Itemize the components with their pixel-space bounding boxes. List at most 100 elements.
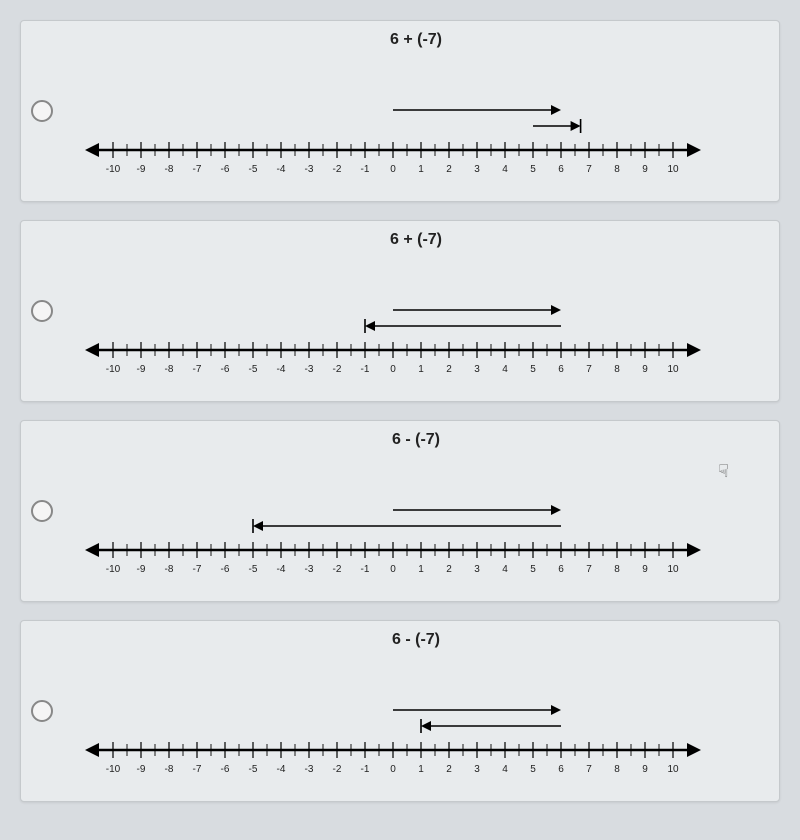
svg-text:6: 6 [558,764,564,775]
svg-text:-7: -7 [193,364,202,375]
number-line-svg-wrap: -10-9-8-7-6-5-4-3-2-1012345678910 [73,455,759,585]
radio-button[interactable] [31,300,53,322]
svg-text:-6: -6 [221,564,230,575]
svg-text:-4: -4 [277,164,286,175]
svg-text:-3: -3 [305,564,314,575]
svg-text:-7: -7 [193,764,202,775]
svg-text:-1: -1 [361,364,370,375]
option-card[interactable]: 6 - (-7) -10-9-8-7-6-5-4-3-2-10123456789… [20,420,780,602]
svg-text:1: 1 [418,764,424,775]
expression-title: 6 + (-7) [73,31,759,49]
svg-text:4: 4 [502,164,508,175]
radio-button[interactable] [31,500,53,522]
number-line: -10-9-8-7-6-5-4-3-2-1012345678910 [73,655,713,785]
svg-text:3: 3 [474,764,480,775]
option-card[interactable]: 6 + (-7) -10-9-8-7-6-5-4-3-2-10123456789… [20,220,780,402]
svg-text:1: 1 [418,564,424,575]
svg-text:0: 0 [390,364,396,375]
svg-text:9: 9 [642,364,648,375]
svg-text:-3: -3 [305,164,314,175]
radio-button[interactable] [31,700,53,722]
svg-text:-9: -9 [137,564,146,575]
svg-text:-4: -4 [277,564,286,575]
number-line-panel: 6 - (-7) -10-9-8-7-6-5-4-3-2-10123456789… [73,431,759,591]
number-line: -10-9-8-7-6-5-4-3-2-1012345678910 [73,55,713,185]
number-line-panel: 6 - (-7) -10-9-8-7-6-5-4-3-2-10123456789… [73,631,759,791]
svg-text:3: 3 [474,364,480,375]
expression-title: 6 - (-7) [73,431,759,449]
radio-button[interactable] [31,100,53,122]
svg-text:-8: -8 [165,364,174,375]
svg-text:-4: -4 [277,764,286,775]
svg-text:9: 9 [642,764,648,775]
svg-text:5: 5 [530,564,536,575]
svg-text:4: 4 [502,764,508,775]
svg-text:3: 3 [474,164,480,175]
svg-text:-5: -5 [249,364,258,375]
svg-text:5: 5 [530,764,536,775]
svg-text:-1: -1 [361,564,370,575]
svg-text:7: 7 [586,164,592,175]
svg-text:5: 5 [530,364,536,375]
svg-text:6: 6 [558,364,564,375]
option-card[interactable]: 6 - (-7) -10-9-8-7-6-5-4-3-2-10123456789… [20,620,780,802]
svg-text:7: 7 [586,764,592,775]
svg-text:-10: -10 [106,564,121,575]
number-line-panel: 6 + (-7) -10-9-8-7-6-5-4-3-2-10123456789… [73,31,759,191]
svg-text:-8: -8 [165,164,174,175]
svg-text:-9: -9 [137,764,146,775]
svg-text:-3: -3 [305,764,314,775]
svg-text:-2: -2 [333,164,342,175]
svg-text:-7: -7 [193,564,202,575]
svg-text:0: 0 [390,564,396,575]
option-card[interactable]: 6 + (-7) -10-9-8-7-6-5-4-3-2-10123456789… [20,20,780,202]
svg-text:-1: -1 [361,764,370,775]
svg-text:0: 0 [390,764,396,775]
svg-text:-5: -5 [249,564,258,575]
svg-text:3: 3 [474,564,480,575]
svg-text:-5: -5 [249,764,258,775]
svg-text:-2: -2 [333,764,342,775]
svg-text:10: 10 [667,564,679,575]
svg-text:1: 1 [418,164,424,175]
svg-text:-10: -10 [106,164,121,175]
svg-text:-1: -1 [361,164,370,175]
svg-text:8: 8 [614,764,620,775]
svg-text:-6: -6 [221,764,230,775]
number-line-svg-wrap: -10-9-8-7-6-5-4-3-2-1012345678910 [73,255,759,385]
svg-text:-9: -9 [137,164,146,175]
svg-text:9: 9 [642,564,648,575]
svg-text:-2: -2 [333,364,342,375]
number-line: -10-9-8-7-6-5-4-3-2-1012345678910 [73,255,713,385]
svg-text:6: 6 [558,164,564,175]
svg-text:5: 5 [530,164,536,175]
svg-text:-9: -9 [137,364,146,375]
expression-title: 6 + (-7) [73,231,759,249]
svg-text:-4: -4 [277,364,286,375]
svg-text:2: 2 [446,564,452,575]
svg-text:-10: -10 [106,364,121,375]
svg-text:2: 2 [446,164,452,175]
svg-text:4: 4 [502,364,508,375]
svg-text:-2: -2 [333,564,342,575]
svg-text:8: 8 [614,364,620,375]
number-line: -10-9-8-7-6-5-4-3-2-1012345678910 [73,455,713,585]
svg-text:7: 7 [586,564,592,575]
svg-text:2: 2 [446,764,452,775]
svg-text:-8: -8 [165,564,174,575]
svg-text:-6: -6 [221,364,230,375]
number-line-svg-wrap: -10-9-8-7-6-5-4-3-2-1012345678910 [73,55,759,185]
svg-text:8: 8 [614,564,620,575]
svg-text:10: 10 [667,164,679,175]
cursor-hand-icon: ☟ [718,461,729,482]
svg-text:1: 1 [418,364,424,375]
number-line-svg-wrap: -10-9-8-7-6-5-4-3-2-1012345678910 [73,655,759,785]
expression-title: 6 - (-7) [73,631,759,649]
svg-text:-6: -6 [221,164,230,175]
svg-text:-7: -7 [193,164,202,175]
svg-text:0: 0 [390,164,396,175]
svg-text:-8: -8 [165,764,174,775]
svg-text:7: 7 [586,364,592,375]
svg-text:-10: -10 [106,764,121,775]
svg-text:10: 10 [667,364,679,375]
